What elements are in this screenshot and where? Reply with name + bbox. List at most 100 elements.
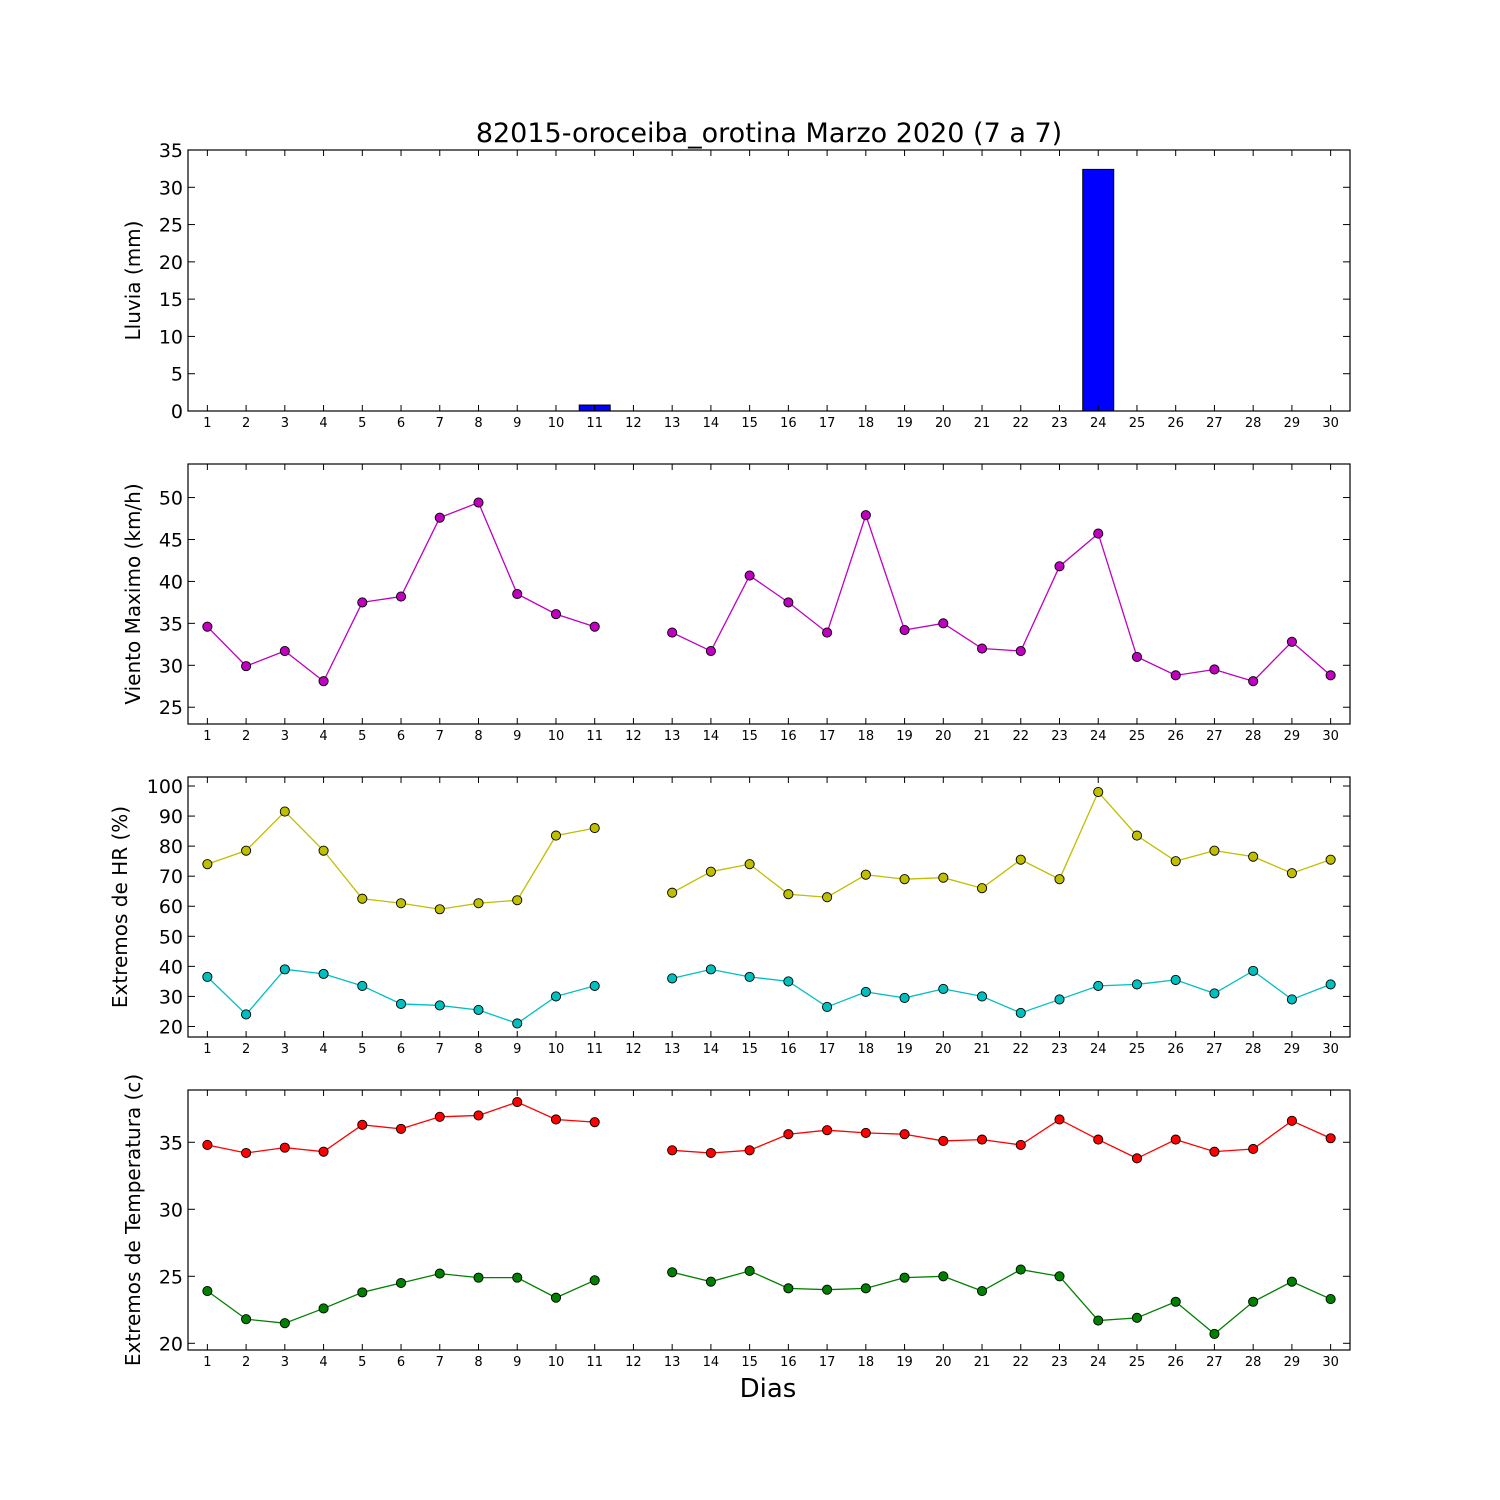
series-1-point-day-2 bbox=[241, 661, 252, 672]
x-tick-label: 7 bbox=[436, 1042, 444, 1057]
series-1-point-day-6 bbox=[395, 591, 407, 602]
x-tick-label: 25 bbox=[1129, 1355, 1146, 1370]
x-tick-label: 17 bbox=[819, 1355, 836, 1370]
x-tick-label: 5 bbox=[358, 1042, 366, 1057]
y-tick-label: 20 bbox=[159, 1333, 183, 1355]
series-2-point-day-25 bbox=[1131, 1312, 1143, 1323]
x-tick-label: 8 bbox=[474, 416, 482, 431]
x-tick-label: 24 bbox=[1090, 1355, 1107, 1370]
series-2-point-day-13 bbox=[667, 1267, 678, 1278]
x-tick-label: 13 bbox=[664, 1042, 681, 1057]
series-2-point-day-3 bbox=[279, 964, 290, 975]
series-1-point-day-24 bbox=[1093, 1134, 1104, 1145]
y-tick-label: 35 bbox=[159, 613, 183, 635]
series-1-point-day-28 bbox=[1248, 676, 1259, 687]
x-tick-label: 19 bbox=[896, 1355, 913, 1370]
x-tick-label: 10 bbox=[548, 1355, 565, 1370]
x-tick-label: 3 bbox=[281, 416, 289, 431]
series-1-point-day-3 bbox=[279, 1142, 290, 1153]
y-tick-label: 30 bbox=[159, 1199, 183, 1221]
x-tick-label: 28 bbox=[1245, 729, 1262, 744]
x-tick-label: 13 bbox=[664, 1355, 681, 1370]
x-tick-label: 20 bbox=[935, 1042, 952, 1057]
y-tick-label: 35 bbox=[159, 140, 183, 162]
x-tick-label: 26 bbox=[1167, 416, 1184, 431]
series-2-point-day-17 bbox=[822, 1001, 833, 1012]
series-1-point-day-25 bbox=[1131, 830, 1143, 841]
y-tick-label: 40 bbox=[159, 571, 183, 593]
series-1-point-day-7 bbox=[434, 904, 445, 915]
series-1-point-day-25 bbox=[1131, 651, 1143, 662]
x-tick-label: 3 bbox=[281, 1355, 289, 1370]
series-1-point-day-23 bbox=[1054, 1114, 1065, 1125]
series-2-point-day-9 bbox=[512, 1272, 523, 1283]
x-tick-label: 7 bbox=[436, 1355, 444, 1370]
series-1-point-day-21 bbox=[976, 1134, 988, 1145]
series-2-point-day-19 bbox=[899, 1272, 910, 1283]
series-2-point-day-15 bbox=[744, 971, 755, 982]
x-tick-label: 8 bbox=[474, 1355, 482, 1370]
series-2-point-day-27 bbox=[1209, 988, 1220, 999]
x-tick-label: 1 bbox=[203, 1042, 211, 1057]
series-1-point-day-15 bbox=[744, 1145, 755, 1156]
x-tick-label: 18 bbox=[858, 416, 875, 431]
series-2-point-day-23 bbox=[1054, 994, 1065, 1005]
series-2-point-day-7 bbox=[434, 1268, 445, 1279]
x-tick-label: 4 bbox=[319, 729, 327, 744]
x-tick-label: 24 bbox=[1090, 416, 1107, 431]
x-tick-label: 15 bbox=[741, 1042, 758, 1057]
series-1-point-day-20 bbox=[938, 872, 949, 883]
x-tick-label: 28 bbox=[1245, 1355, 1262, 1370]
series-2-point-day-22 bbox=[1015, 1264, 1026, 1275]
series-1-point-day-5 bbox=[357, 1119, 368, 1130]
series-1-point-day-15 bbox=[744, 570, 755, 581]
series-2-line-segment-2 bbox=[672, 1268, 1331, 1335]
x-tick-label: 18 bbox=[858, 1042, 875, 1057]
x-tick-label: 27 bbox=[1206, 729, 1223, 744]
series-1-point-day-9 bbox=[512, 1097, 523, 1108]
series-1-point-day-1 bbox=[202, 621, 213, 632]
series-1-point-day-8 bbox=[473, 497, 484, 508]
x-tick-label: 26 bbox=[1167, 729, 1184, 744]
series-1-point-day-24 bbox=[1093, 786, 1104, 798]
series-2-point-day-23 bbox=[1054, 1271, 1065, 1282]
series-2-point-day-11 bbox=[589, 1275, 600, 1286]
y-axis-label: Viento Maximo (km/h) bbox=[121, 483, 145, 704]
x-tick-label: 9 bbox=[513, 1355, 521, 1370]
series-1-point-day-19 bbox=[899, 874, 910, 885]
x-tick-label: 10 bbox=[548, 729, 565, 744]
y-axis-label: Lluvia (mm) bbox=[121, 221, 145, 341]
x-tick-label: 28 bbox=[1245, 1042, 1262, 1057]
x-tick-label: 18 bbox=[858, 729, 875, 744]
x-tick-label: 22 bbox=[1012, 729, 1029, 744]
series-1-point-day-15 bbox=[744, 859, 755, 870]
series-1-point-day-21 bbox=[976, 643, 988, 654]
series-1-line-segment-2 bbox=[672, 1118, 1331, 1160]
series-1-point-day-4 bbox=[318, 1146, 329, 1157]
x-tick-label: 6 bbox=[397, 1355, 405, 1370]
y-axis-label: Extremos de HR (%) bbox=[108, 806, 132, 1008]
axes-frame bbox=[187, 149, 1351, 412]
series-2-point-day-1 bbox=[202, 1285, 213, 1297]
x-tick-label: 22 bbox=[1012, 1042, 1029, 1057]
series-1-point-day-6 bbox=[395, 1123, 407, 1134]
x-tick-label: 11 bbox=[586, 1355, 603, 1370]
series-1-point-day-18 bbox=[860, 510, 871, 521]
x-tick-label: 8 bbox=[474, 729, 482, 744]
x-tick-label: 13 bbox=[664, 729, 681, 744]
x-tick-label: 6 bbox=[397, 1042, 405, 1057]
x-tick-label: 10 bbox=[548, 1042, 565, 1057]
y-tick-label: 5 bbox=[171, 364, 183, 386]
series-1-point-day-17 bbox=[822, 892, 833, 903]
x-tick-label: 20 bbox=[935, 1355, 952, 1370]
series-1-point-day-11 bbox=[589, 621, 600, 632]
x-tick-label: 4 bbox=[319, 1042, 327, 1057]
x-tick-label: 30 bbox=[1322, 416, 1339, 431]
series-2-point-day-26 bbox=[1170, 974, 1181, 985]
x-tick-label: 11 bbox=[586, 416, 603, 431]
series-1-point-day-29 bbox=[1286, 636, 1297, 647]
series-1-point-day-27 bbox=[1209, 845, 1220, 856]
x-tick-label: 8 bbox=[474, 1042, 482, 1057]
series-1-point-day-5 bbox=[357, 597, 368, 608]
